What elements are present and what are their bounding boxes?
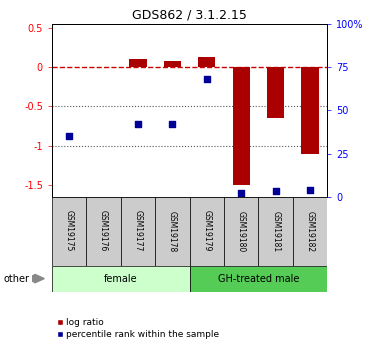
Bar (293, 197, 327, 266)
Text: GSM19180: GSM19180 (237, 210, 246, 252)
Text: GSM19179: GSM19179 (202, 210, 211, 252)
Bar (258, 197, 293, 266)
Text: GSM19176: GSM19176 (99, 210, 108, 252)
Text: GSM19177: GSM19177 (134, 210, 142, 252)
Text: female: female (104, 274, 137, 284)
Bar (129, 59, 147, 67)
Bar (198, 57, 216, 67)
Title: GDS862 / 3.1.2.15: GDS862 / 3.1.2.15 (132, 9, 247, 22)
Point (169, 121, 176, 127)
Bar (86, 197, 121, 266)
Text: GSM19175: GSM19175 (65, 210, 74, 252)
Text: other: other (4, 274, 30, 284)
Bar (164, 61, 181, 67)
Bar (155, 197, 190, 266)
Text: GSM19181: GSM19181 (271, 210, 280, 252)
Point (66, 134, 72, 139)
Bar (52, 266, 189, 292)
Bar (189, 197, 224, 266)
Text: GH-treated male: GH-treated male (218, 274, 299, 284)
Bar (52, 197, 86, 266)
Bar (233, 67, 250, 185)
Text: GSM19178: GSM19178 (168, 210, 177, 252)
Bar (189, 266, 327, 292)
Bar (267, 67, 284, 118)
Bar (121, 197, 155, 266)
Text: GSM19182: GSM19182 (306, 210, 315, 252)
Bar (224, 197, 258, 266)
Point (307, 187, 313, 193)
Point (273, 189, 279, 194)
Point (238, 190, 244, 196)
Bar (301, 67, 319, 154)
Point (204, 77, 210, 82)
Point (135, 121, 141, 127)
Legend: log ratio, percentile rank within the sample: log ratio, percentile rank within the sa… (57, 318, 219, 339)
